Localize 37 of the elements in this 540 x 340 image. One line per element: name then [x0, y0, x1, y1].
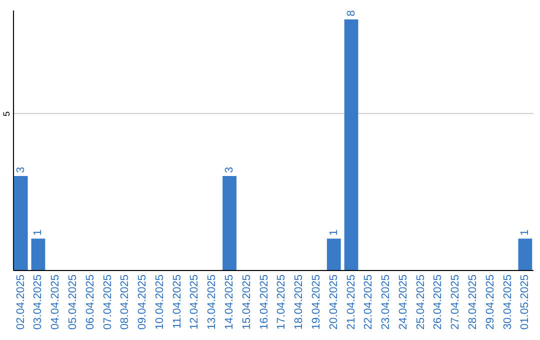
x-tick-label: 16.04.2025 — [258, 274, 270, 330]
x-tick-label: 08.04.2025 — [119, 274, 132, 330]
x-tick-label: 04.04.2025 — [50, 274, 62, 330]
x-tick-label: 25.04.2025 — [414, 274, 427, 330]
x-tick-label: 27.04.2025 — [450, 274, 462, 330]
x-tick-label: 07.04.2025 — [102, 274, 114, 330]
x-tick-label: 22.04.2025 — [362, 274, 375, 330]
x-tick-label: 17.04.2025 — [276, 274, 288, 330]
data-label: 3 — [14, 166, 27, 174]
x-tick-label: 14.04.2025 — [224, 274, 236, 330]
x-tick-label: 01.05.2025 — [519, 274, 532, 330]
data-label: 1 — [519, 230, 532, 236]
x-tick-label: 26.04.2025 — [432, 274, 444, 330]
x-tick-label: 19.04.2025 — [310, 274, 322, 330]
data-label: 1 — [328, 230, 340, 236]
x-tick-label: 09.04.2025 — [136, 274, 149, 330]
x-tick-label: 21.04.2025 — [345, 274, 358, 330]
data-label: 3 — [224, 166, 236, 174]
x-tick-label: 06.04.2025 — [84, 274, 96, 330]
y-tick-label: 5 — [2, 111, 12, 116]
data-label: 8 — [345, 10, 358, 16]
x-tick-label: 28.04.2025 — [467, 274, 479, 330]
x-tick-label: 29.04.2025 — [484, 274, 496, 330]
x-tick-label: 24.04.2025 — [397, 274, 410, 330]
x-tick-label: 12.04.2025 — [188, 274, 201, 330]
x-tick-label: 20.04.2025 — [328, 274, 340, 330]
x-tick-label: 05.04.2025 — [67, 274, 79, 330]
x-tick-label: 18.04.2025 — [293, 274, 306, 330]
x-tick-label: 02.04.2025 — [14, 274, 27, 330]
x-tick-label: 10.04.2025 — [154, 274, 166, 330]
x-tick-label: 11.04.2025 — [171, 274, 184, 329]
x-tick-label: 03.04.2025 — [32, 274, 44, 330]
x-tick-label: 13.04.2025 — [206, 274, 218, 330]
x-tick-label: 15.04.2025 — [240, 274, 253, 330]
x-tick-label: 30.04.2025 — [502, 274, 514, 330]
x-tick-label: 23.04.2025 — [380, 274, 392, 330]
data-label: 1 — [32, 230, 44, 236]
